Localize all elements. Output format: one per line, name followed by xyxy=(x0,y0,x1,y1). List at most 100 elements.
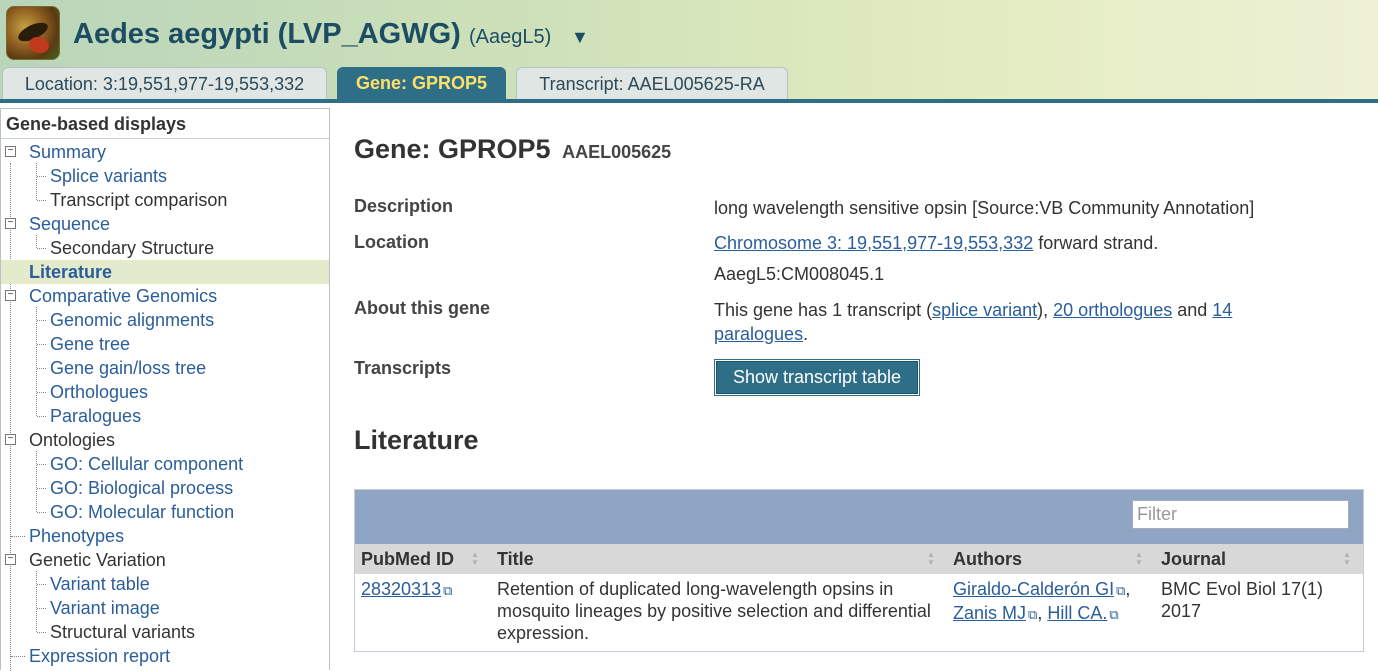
sidebar-item-variant-image[interactable]: Variant image xyxy=(1,596,329,620)
location-assembly: AaegL5:CM008045.1 xyxy=(714,264,885,284)
show-transcript-table-button[interactable]: Show transcript table xyxy=(715,360,919,395)
sidebar-item-label: Phenotypes xyxy=(29,526,125,546)
about-value: This gene has 1 transcript (splice varia… xyxy=(714,298,1334,346)
sidebar-item-expression-report[interactable]: Expression report xyxy=(1,644,329,668)
tree-branch xyxy=(37,320,46,321)
sidebar-item-paralogues[interactable]: Paralogues xyxy=(1,404,329,428)
sort-icon[interactable]: ▲ ▼ xyxy=(1343,550,1351,567)
sidebar-item-comparative-genomics[interactable]: − Comparative Genomics xyxy=(1,284,329,308)
sidebar-item-label: Paralogues xyxy=(50,406,142,426)
author-link[interactable]: Zanis MJ xyxy=(953,603,1027,623)
species-dropdown-icon[interactable]: ▼ xyxy=(571,27,589,47)
tree-branch xyxy=(37,416,46,417)
tree-branch xyxy=(37,200,46,201)
sidebar-item-label: Gene tree xyxy=(50,334,131,354)
paralogues-link[interactable]: paralogues xyxy=(714,324,804,344)
sidebar-item-secondary-structure[interactable]: Secondary Structure xyxy=(1,236,329,260)
collapse-icon[interactable]: − xyxy=(5,554,16,565)
tab-location[interactable]: Location: 3:19,551,977-19,553,332 xyxy=(2,67,327,100)
sidebar-item-go-molecular-function[interactable]: GO: Molecular function xyxy=(1,500,329,524)
transcripts-label: Transcripts xyxy=(354,358,452,378)
sidebar-item-phenotypes[interactable]: Phenotypes xyxy=(1,524,329,548)
about-text: ), xyxy=(1037,300,1054,320)
location-link[interactable]: Chromosome 3: 19,551,977-19,553,332 xyxy=(714,233,1034,253)
sidebar-item-sequence[interactable]: − Sequence xyxy=(1,212,329,236)
assembly-label[interactable]: (AaegL5) xyxy=(469,26,552,48)
species-logo-icon[interactable] xyxy=(6,6,60,60)
description-label: Description xyxy=(354,196,454,216)
sidebar-item-ontologies[interactable]: − Ontologies xyxy=(1,428,329,452)
sidebar-item-label: Structural variants xyxy=(50,622,196,642)
literature-heading: Literature xyxy=(354,425,479,455)
collapse-icon[interactable]: − xyxy=(5,434,16,445)
sidebar-item-label: Gene gain/loss tree xyxy=(50,358,207,378)
sidebar-item-transcript-comparison[interactable]: Transcript comparison xyxy=(1,188,329,212)
sidebar-item-label: Ontologies xyxy=(29,430,116,450)
sort-icon[interactable]: ▲ ▼ xyxy=(471,550,479,567)
gene-title: Gene: GPROP5 xyxy=(354,134,551,164)
table-filter-bar xyxy=(355,490,1363,544)
tab-transcript[interactable]: Transcript: AAEL005625-RA xyxy=(516,67,788,100)
tree-branch xyxy=(11,536,25,537)
tree-line xyxy=(10,163,11,671)
external-link-icon[interactable]: ⧉ xyxy=(443,583,453,598)
sidebar-item-go-cellular-component[interactable]: GO: Cellular component xyxy=(1,452,329,476)
sidebar-item-structural-variants[interactable]: Structural variants xyxy=(1,620,329,644)
tree-line xyxy=(36,163,37,200)
sidebar-item-variant-table[interactable]: Variant table xyxy=(1,572,329,596)
sidebar-item-summary[interactable]: − Summary xyxy=(1,140,329,164)
tree-line xyxy=(36,235,37,248)
filter-input[interactable] xyxy=(1132,500,1349,529)
column-header-label: Authors xyxy=(953,549,1022,569)
sidebar-item-gene-tree[interactable]: Gene tree xyxy=(1,332,329,356)
sidebar-item-go-biological-process[interactable]: GO: Biological process xyxy=(1,476,329,500)
about-text: . xyxy=(803,324,809,344)
column-header-title[interactable]: Title xyxy=(497,544,534,574)
literature-table: PubMed ID ▲▼ Title ▲▼ Authors ▲▼ Journal… xyxy=(354,489,1364,652)
external-link-icon[interactable]: ⧉ xyxy=(1109,607,1119,622)
site-header: Aedes aegypti (LVP_AGWG) (AaegL5) ▼ Loca… xyxy=(0,0,1378,103)
sidebar-item-gene-gain-loss-tree[interactable]: Gene gain/loss tree xyxy=(1,356,329,380)
table-row-journal-cell: BMC Evol Biol 17(1) 2017 xyxy=(1161,579,1324,621)
author-link[interactable]: Giraldo-Calderón GI xyxy=(953,579,1115,599)
sidebar-item-label: Sequence xyxy=(29,214,111,234)
sort-icon[interactable]: ▲ ▼ xyxy=(1135,550,1143,567)
column-header-pubmed[interactable]: PubMed ID xyxy=(361,544,454,574)
tree-line xyxy=(36,571,37,632)
table-header-row: PubMed ID ▲ ▼ Title ▲ ▼ Authors ▲ ▼ Journal… xyxy=(355,544,1363,574)
pubmed-link[interactable]: 28320313 xyxy=(361,579,442,599)
tree-branch xyxy=(37,632,46,633)
paralogues-count-link[interactable]: 14 xyxy=(1212,300,1233,320)
external-link-icon[interactable]: ⧉ xyxy=(1028,607,1038,622)
author-link[interactable]: Hill CA. xyxy=(1047,603,1108,623)
tab-gene[interactable]: Gene: GPROP5 xyxy=(337,67,506,100)
collapse-icon[interactable]: − xyxy=(5,218,16,229)
header-divider xyxy=(0,99,1378,103)
sidebar-item-label: GO: Molecular function xyxy=(50,502,235,522)
tree-branch xyxy=(37,608,46,609)
species-title[interactable]: Aedes aegypti (LVP_AGWG) xyxy=(73,18,461,50)
column-header-journal[interactable]: Journal xyxy=(1161,544,1226,574)
description-value: long wavelength sensitive opsin [Source:… xyxy=(714,198,1255,218)
tree-line xyxy=(36,451,37,512)
external-link-icon[interactable]: ⧉ xyxy=(1116,583,1126,598)
tree-branch xyxy=(37,488,46,489)
splice-variant-link[interactable]: splice variant xyxy=(932,300,1038,320)
collapse-icon[interactable]: − xyxy=(5,290,16,301)
sidebar-item-label: Orthologues xyxy=(50,382,149,402)
sidebar-item-label: GO: Cellular component xyxy=(50,454,244,474)
sidebar-item-literature[interactable]: Literature xyxy=(1,260,329,284)
sort-icon[interactable]: ▲ ▼ xyxy=(927,550,935,567)
column-header-authors[interactable]: Authors xyxy=(953,544,1022,574)
collapse-icon[interactable]: − xyxy=(5,146,16,157)
tree-branch xyxy=(37,464,46,465)
orthologues-link[interactable]: 20 orthologues xyxy=(1053,300,1173,320)
column-header-label: Title xyxy=(497,549,534,569)
tree-branch xyxy=(11,656,25,657)
tree-branch xyxy=(37,584,46,585)
sidebar-item-orthologues[interactable]: Orthologues xyxy=(1,380,329,404)
sidebar-item-splice-variants[interactable]: Splice variants xyxy=(1,164,329,188)
sidebar-item-genetic-variation[interactable]: − Genetic Variation xyxy=(1,548,329,572)
tree-line xyxy=(36,307,37,416)
sidebar-item-genomic-alignments[interactable]: Genomic alignments xyxy=(1,308,329,332)
